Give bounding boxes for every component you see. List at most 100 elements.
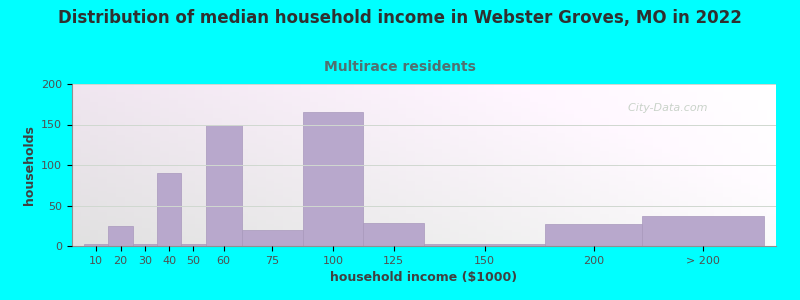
Bar — [345, 195, 354, 197]
Bar — [732, 90, 741, 92]
Bar — [477, 214, 486, 216]
Bar — [142, 90, 151, 92]
Bar — [125, 106, 134, 108]
Bar — [450, 157, 459, 159]
Bar — [635, 133, 644, 135]
Bar — [160, 114, 169, 116]
Bar — [142, 173, 151, 175]
Bar — [283, 222, 292, 224]
Bar — [433, 141, 442, 143]
Bar — [160, 108, 169, 110]
Bar — [345, 94, 354, 96]
Bar — [468, 177, 477, 179]
Bar — [530, 218, 538, 220]
Bar — [424, 195, 433, 197]
Bar — [301, 120, 310, 122]
Bar — [609, 128, 618, 130]
Bar — [574, 104, 582, 106]
Bar — [670, 222, 679, 224]
Bar — [714, 127, 723, 128]
Bar — [415, 189, 424, 191]
Bar — [336, 151, 345, 153]
Bar — [714, 84, 723, 86]
Bar — [644, 169, 653, 171]
Bar — [257, 202, 266, 203]
Bar — [345, 137, 354, 139]
Bar — [336, 141, 345, 143]
Bar — [310, 116, 318, 119]
Bar — [195, 175, 204, 177]
Bar — [741, 104, 750, 106]
Bar — [750, 189, 758, 191]
Bar — [442, 106, 450, 108]
Bar — [494, 230, 503, 232]
Bar — [213, 244, 222, 246]
Bar — [107, 94, 116, 96]
Bar — [662, 206, 670, 208]
Bar — [239, 169, 248, 171]
Bar — [125, 153, 134, 155]
Bar — [442, 120, 450, 122]
Bar — [714, 194, 723, 195]
Bar — [222, 214, 230, 216]
Bar — [230, 220, 239, 222]
Bar — [574, 122, 582, 124]
Bar — [688, 128, 697, 130]
Bar — [626, 236, 635, 238]
Bar — [125, 159, 134, 161]
Bar — [380, 151, 389, 153]
Bar — [442, 200, 450, 202]
Bar — [389, 94, 398, 96]
Bar — [706, 228, 714, 230]
Bar — [477, 183, 486, 185]
Bar — [574, 88, 582, 90]
Bar — [644, 135, 653, 137]
Bar — [547, 181, 556, 183]
Bar — [574, 214, 582, 216]
Bar — [530, 179, 538, 181]
Bar — [406, 153, 415, 155]
Bar — [662, 102, 670, 104]
Bar — [442, 185, 450, 187]
Bar — [450, 135, 459, 137]
X-axis label: household income ($1000): household income ($1000) — [330, 271, 518, 284]
Bar — [125, 167, 134, 169]
Bar — [503, 212, 512, 214]
Bar — [626, 130, 635, 133]
Bar — [706, 157, 714, 159]
Bar — [151, 226, 160, 228]
Bar — [354, 114, 362, 116]
Bar — [618, 167, 626, 169]
Bar — [714, 145, 723, 147]
Bar — [512, 127, 521, 128]
Bar — [301, 165, 310, 167]
Bar — [521, 232, 530, 234]
Bar — [266, 194, 274, 195]
Bar — [767, 169, 776, 171]
Bar — [477, 147, 486, 149]
Bar — [186, 177, 195, 179]
Bar — [398, 139, 406, 141]
Bar — [257, 145, 266, 147]
Bar — [714, 151, 723, 153]
Bar — [521, 86, 530, 88]
Bar — [635, 88, 644, 90]
Bar — [169, 173, 178, 175]
Bar — [538, 141, 547, 143]
Bar — [398, 200, 406, 202]
Bar — [609, 214, 618, 216]
Bar — [248, 206, 257, 208]
Bar — [530, 191, 538, 194]
Bar — [318, 185, 327, 187]
Bar — [222, 122, 230, 124]
Bar — [90, 179, 98, 181]
Bar — [336, 94, 345, 96]
Bar — [459, 214, 468, 216]
Bar — [195, 228, 204, 230]
Bar — [81, 206, 90, 208]
Bar — [318, 92, 327, 94]
Bar — [565, 122, 574, 124]
Bar — [741, 238, 750, 240]
Bar — [468, 169, 477, 171]
Bar — [662, 84, 670, 86]
